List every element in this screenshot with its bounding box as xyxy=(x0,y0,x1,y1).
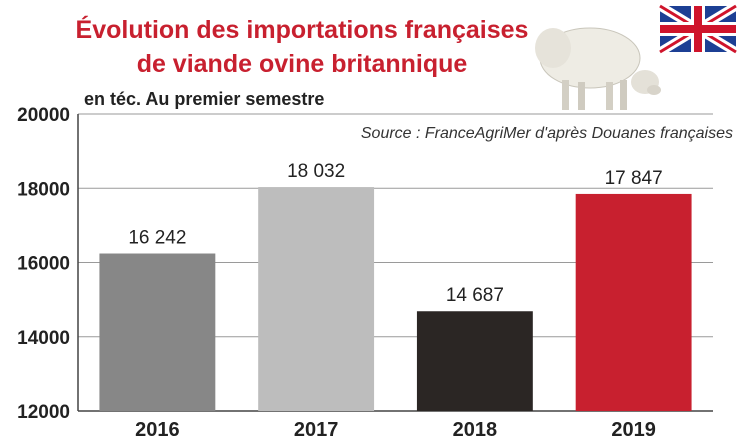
chart-subtitle: en téc. Au premier semestre xyxy=(84,89,324,109)
bar-2018 xyxy=(416,311,533,411)
chart-title-line-1: Évolution des importations françaises xyxy=(76,15,529,44)
value-label-2016: 16 242 xyxy=(128,228,186,249)
value-label-2018: 14 687 xyxy=(446,285,504,306)
y-tick-label: 18000 xyxy=(17,179,70,200)
value-label-2017: 18 032 xyxy=(287,161,345,182)
x-tick-label-2017: 2017 xyxy=(294,419,339,441)
x-tick-label-2018: 2018 xyxy=(453,419,498,441)
y-tick-label: 20000 xyxy=(17,105,70,126)
x-tick-label-2016: 2016 xyxy=(135,419,180,441)
bar-2019 xyxy=(575,193,692,411)
y-tick-label: 12000 xyxy=(17,402,70,423)
y-tick-label: 14000 xyxy=(17,328,70,349)
chart-title-line-2: de viande ovine britannique xyxy=(137,50,468,78)
sheep-icon xyxy=(535,27,661,110)
bar-2016 xyxy=(99,253,216,411)
y-tick-label: 16000 xyxy=(17,254,70,275)
plot-area: 12000 14000 16000 18000 20000 16 242 2016 18 03… xyxy=(17,105,713,441)
uk-flag-icon xyxy=(657,2,739,56)
x-tick-label-2019: 2019 xyxy=(611,419,656,441)
chart-source: Source : FranceAgriMer d'après Douanes f… xyxy=(361,125,733,142)
bar-2017 xyxy=(258,187,375,411)
value-label-2019: 17 847 xyxy=(605,168,663,189)
